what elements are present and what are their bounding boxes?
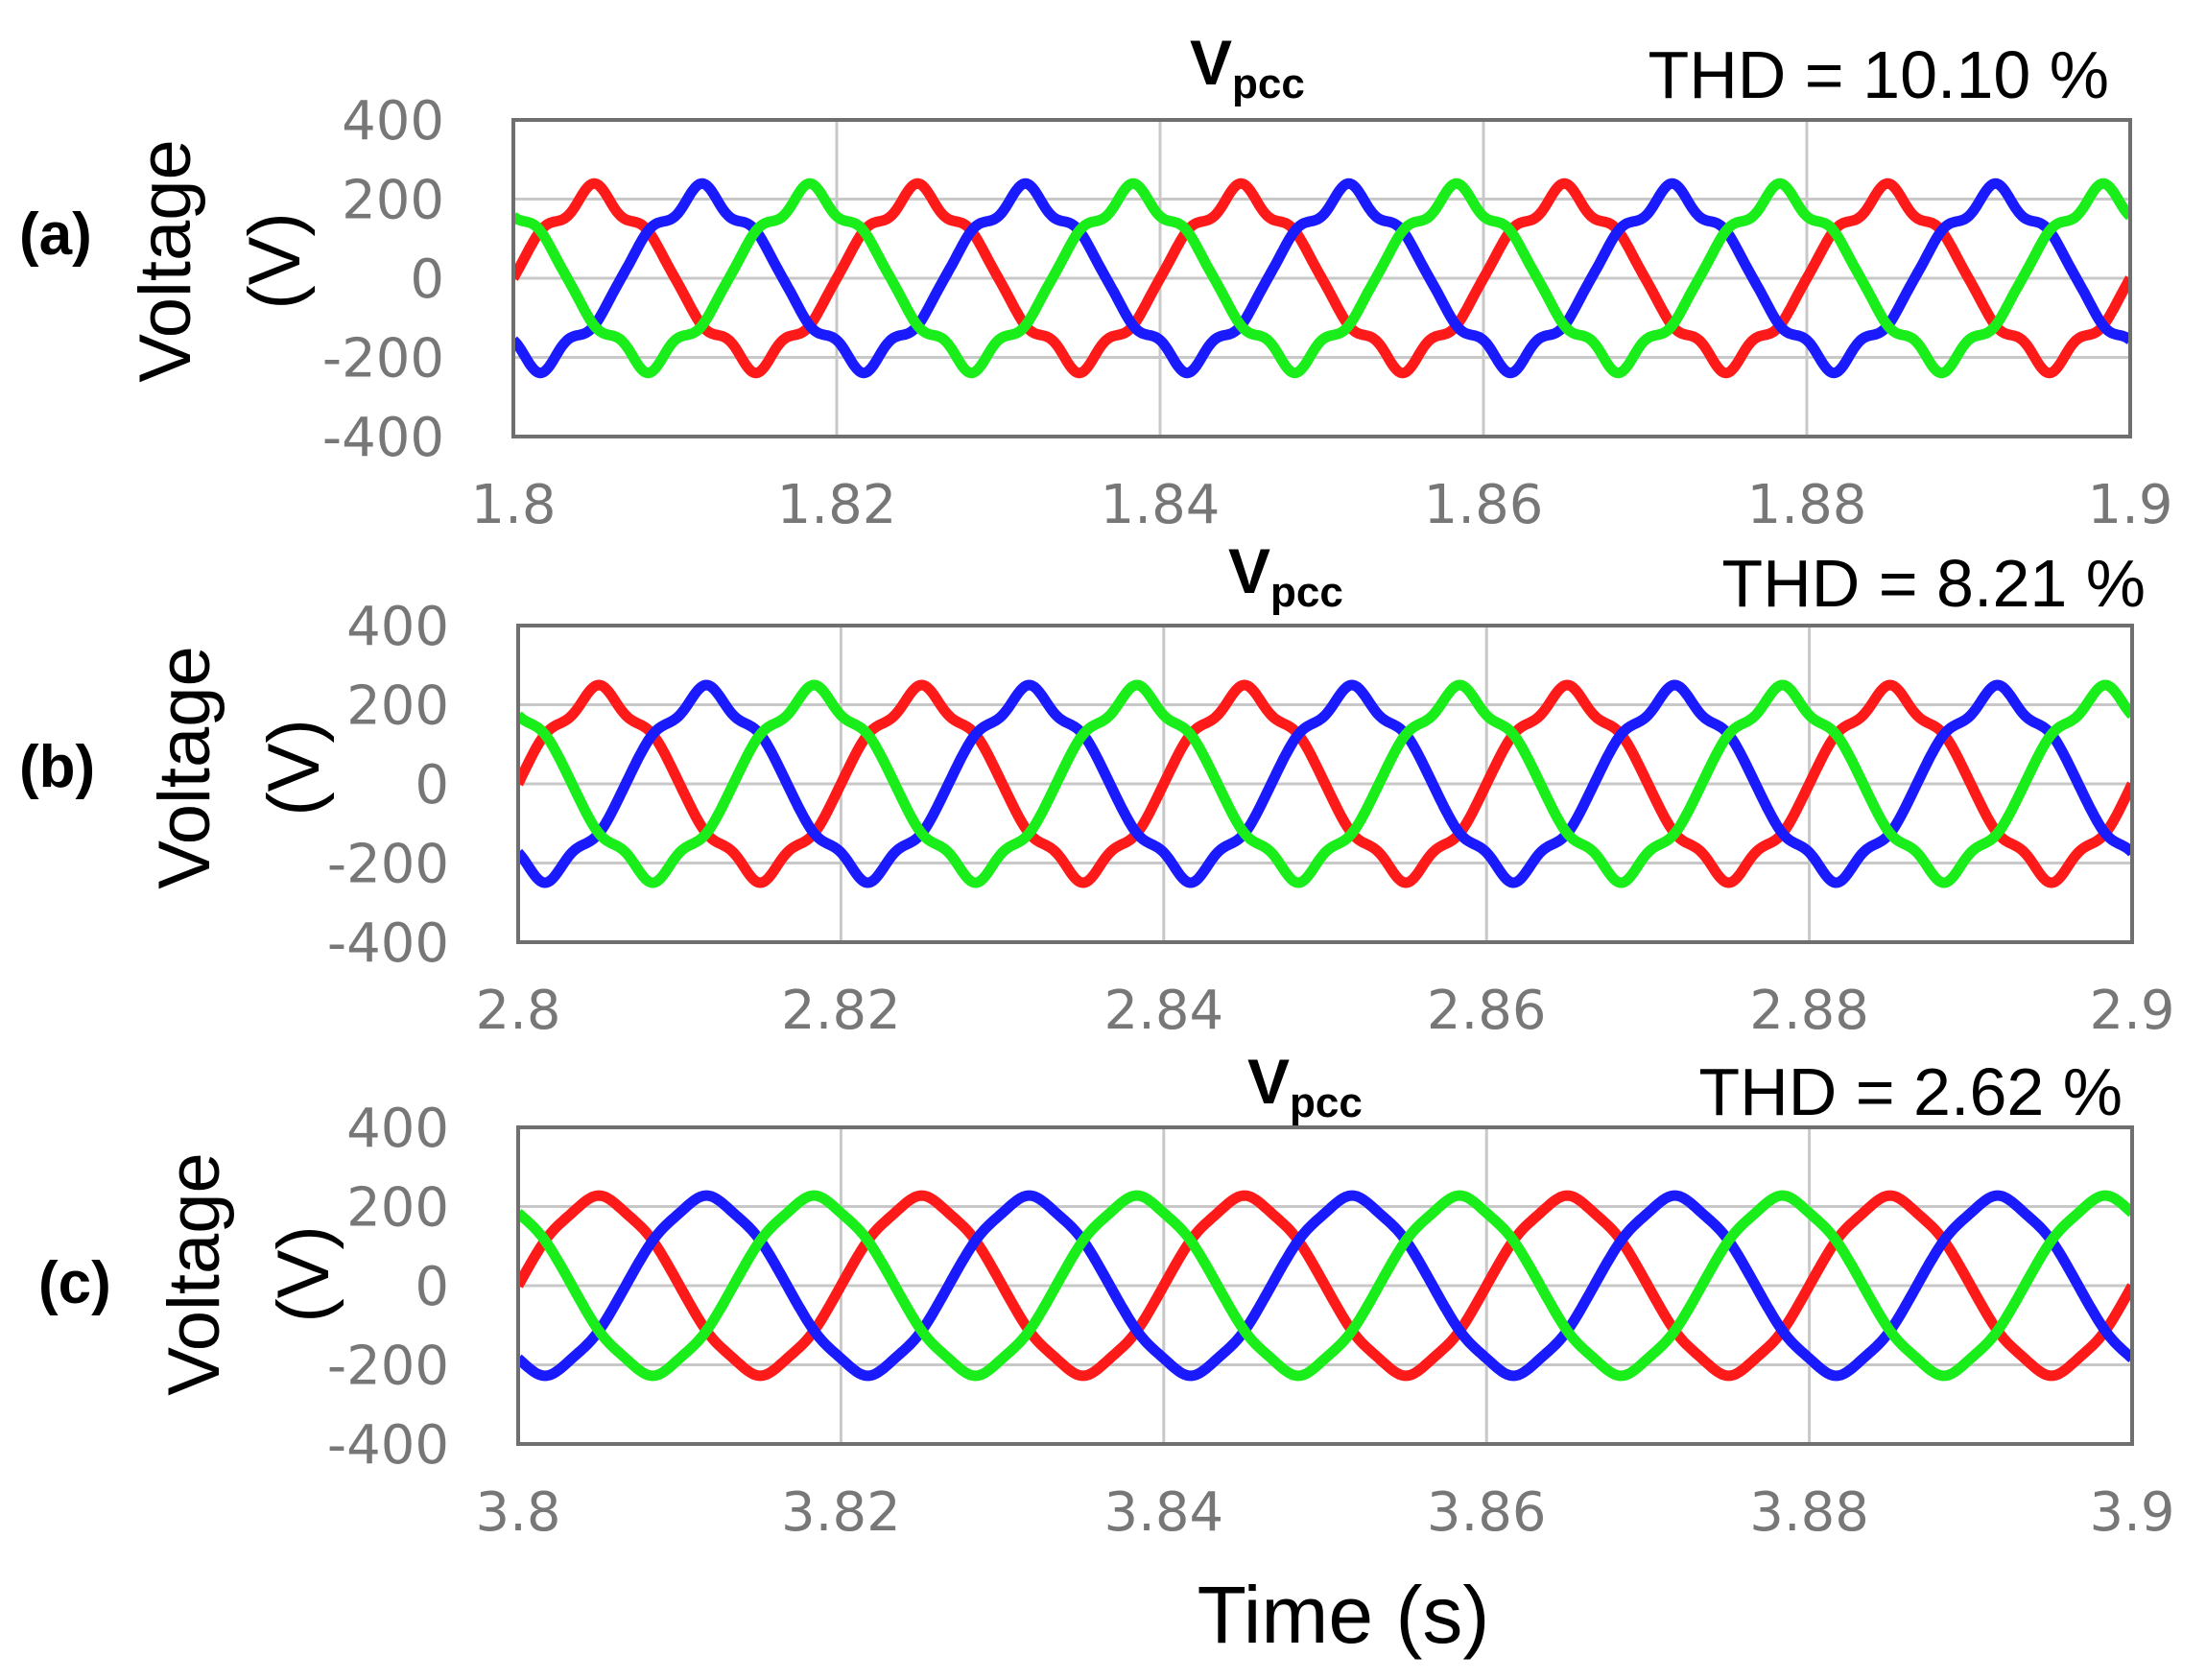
y-tick-label: 400 — [342, 90, 444, 153]
title-sub-a: pcc — [1232, 60, 1305, 107]
x-tick-label: 2.86 — [1427, 980, 1547, 1042]
plot-area-b: 2.8 2.82 2.84 2.86 2.88 2.9 400 200 0 -200 -400 — [327, 596, 2175, 1042]
y-tick-label: -200 — [327, 834, 449, 896]
y-tick-label: 200 — [342, 170, 444, 232]
x-axis-label: Time (s) — [1198, 1570, 1490, 1660]
y-tick-label: -400 — [322, 407, 444, 469]
x-tick-label: 1.84 — [1101, 474, 1221, 536]
y-tick-label: 400 — [346, 1098, 449, 1160]
series-line-phase-a — [513, 177, 2130, 379]
y-tick-label: 400 — [346, 596, 449, 658]
plot-frame — [516, 1125, 2134, 1446]
chart-title-b: Vpcc — [1228, 535, 1343, 616]
thd-annotation-b: THD = 8.21 % — [1721, 546, 2146, 621]
chart-title-a: Vpcc — [1190, 27, 1305, 107]
y-axis-unit-b: (V) — [253, 719, 335, 816]
y-axis-unit-a: (V) — [234, 212, 316, 309]
panel-b: (b) Voltage (V) Vpcc THD = 8.21 % 2.8 2.8… — [19, 535, 2175, 1042]
series-line-phase-c — [518, 679, 2132, 888]
x-tick-label: 1.88 — [1747, 474, 1867, 536]
panel-label-a: (a) — [19, 201, 92, 268]
thd-annotation-c: THD = 2.62 % — [1698, 1054, 2123, 1129]
x-tick-label: 2.8 — [475, 980, 560, 1042]
x-tick-label: 1.9 — [2087, 474, 2172, 536]
x-tick-label: 3.9 — [2089, 1481, 2174, 1544]
y-tick-label: -200 — [327, 1336, 449, 1398]
y-axis-label-c: Voltage — [154, 1152, 235, 1396]
y-tick-label: -200 — [322, 328, 444, 390]
x-tick-label: 1.8 — [470, 474, 556, 536]
series-line-phase-b — [518, 679, 2132, 888]
x-tick-label: 2.9 — [2089, 980, 2174, 1042]
y-axis-unit-c: (V) — [263, 1225, 344, 1322]
y-tick-label: 0 — [415, 754, 449, 816]
series-line-phase-b — [513, 177, 2130, 379]
y-tick-label: 200 — [346, 1177, 449, 1240]
plot-frame — [511, 118, 2132, 438]
y-tick-label: -400 — [327, 1414, 449, 1477]
x-tick-label: 3.82 — [781, 1481, 901, 1544]
x-tick-label: 3.84 — [1103, 1481, 1223, 1544]
panel-label-b: (b) — [19, 734, 95, 800]
plot-frame — [516, 624, 2134, 944]
y-tick-label: -400 — [327, 912, 449, 975]
series-line-phase-c — [513, 177, 2130, 379]
x-tick-label: 3.8 — [475, 1481, 560, 1544]
x-tick-label: 1.86 — [1424, 474, 1544, 536]
series-line-phase-c — [518, 1190, 2132, 1382]
plot-area-c: 3.8 3.82 3.84 3.86 3.88 3.9 400 200 0 -200 -400 — [327, 1098, 2175, 1544]
y-axis-label-b: Voltage — [144, 646, 225, 889]
chart-title-c: Vpcc — [1247, 1046, 1363, 1126]
y-tick-label: 0 — [410, 248, 444, 311]
series-line-phase-a — [518, 679, 2132, 888]
x-tick-label: 3.88 — [1749, 1481, 1869, 1544]
plot-area-a: 1.8 1.82 1.84 1.86 1.88 1.9 400 200 0 -200 -400 — [322, 90, 2173, 536]
x-tick-label: 1.82 — [777, 474, 897, 536]
title-main-b: V — [1228, 535, 1270, 606]
y-tick-label: 0 — [415, 1256, 449, 1318]
series-line-phase-a — [518, 1190, 2132, 1382]
x-tick-label: 2.88 — [1749, 980, 1869, 1042]
x-tick-label: 2.84 — [1103, 980, 1223, 1042]
title-main-a: V — [1190, 27, 1232, 98]
panel-c: (c) Voltage (V) Vpcc THD = 2.62 % 3.8 3.8… — [38, 1046, 2175, 1544]
series-line-phase-b — [518, 1190, 2132, 1382]
y-axis-label-a: Voltage — [125, 139, 206, 383]
x-tick-label: 3.86 — [1427, 1481, 1547, 1544]
panel-a: (a) Voltage (V) Vpcc THD = 10.10 % 1.8 1.… — [19, 27, 2173, 536]
panel-label-c: (c) — [38, 1250, 111, 1316]
x-tick-label: 2.82 — [781, 980, 901, 1042]
thd-annotation-a: THD = 10.10 % — [1649, 37, 2110, 112]
title-sub-c: pcc — [1290, 1079, 1363, 1126]
title-sub-b: pcc — [1270, 569, 1343, 616]
y-tick-label: 200 — [346, 675, 449, 738]
title-main-c: V — [1247, 1046, 1290, 1117]
